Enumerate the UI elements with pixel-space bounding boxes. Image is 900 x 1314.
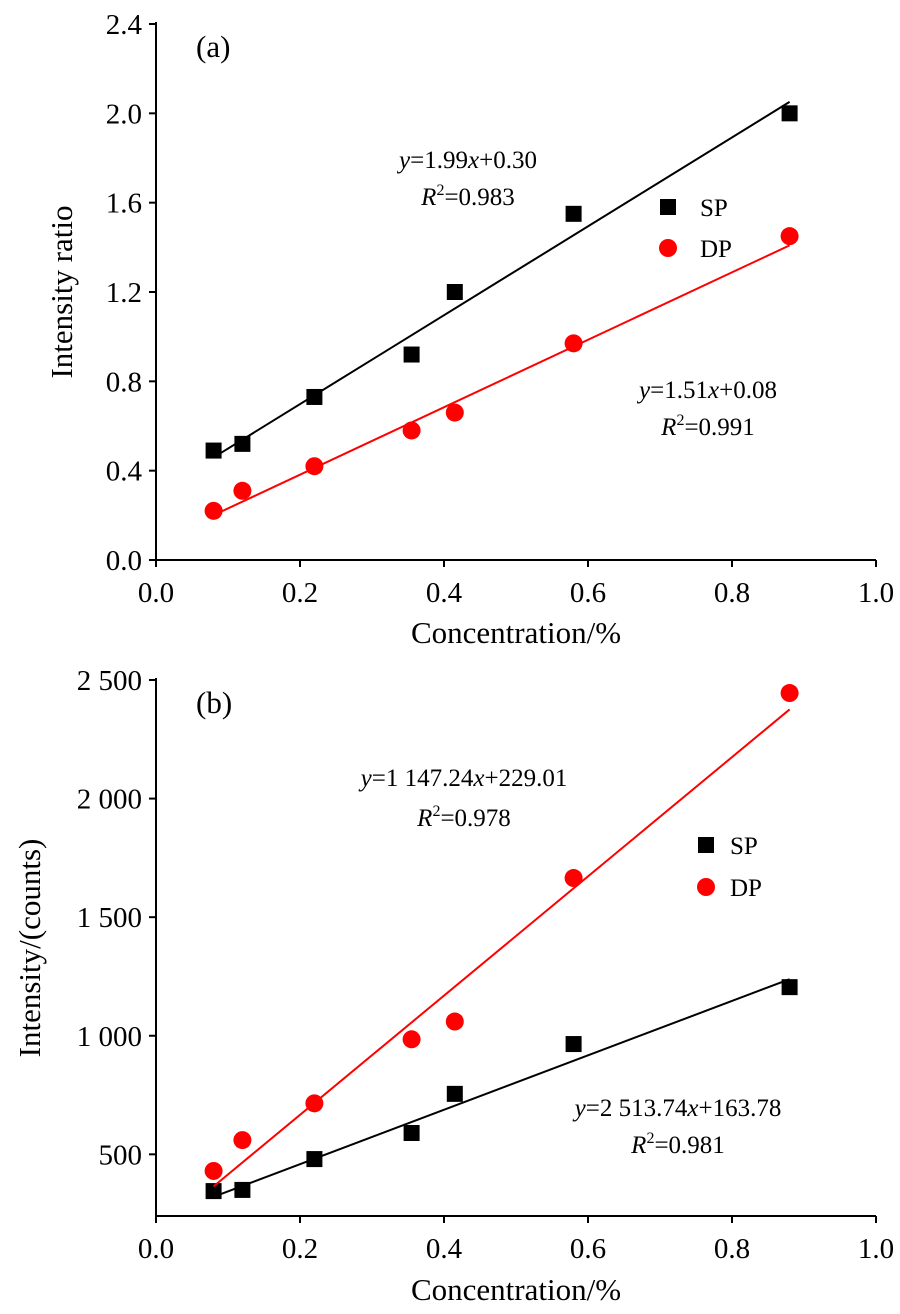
legend-marker-sp [698, 837, 714, 853]
data-point-dp [564, 334, 583, 353]
y-tick-label: 0.8 [106, 366, 142, 398]
x-tick-label: 0.2 [282, 577, 318, 609]
data-point-dp [780, 684, 799, 703]
y-tick-label: 2 000 [77, 784, 142, 816]
y-axis-title: Intensity ratio [44, 205, 79, 378]
data-point-sp [403, 1124, 420, 1141]
chart-panel-a: 0.0 0.2 0.4 0.6 0.8 1.0 0.0 0.4 0.8 1.2 1.6 2.0 2.4 C… [44, 9, 894, 650]
fit-r2-dp: R2=0.991 [660, 412, 755, 441]
fit-equation-sp: y=1 147.24x+229.01 [358, 765, 568, 792]
fit-equation-dp: y=1.51x+0.08 [636, 377, 777, 404]
chart-panel-b: 0.0 0.2 0.4 0.6 0.8 1.0 500 1 000 1 500 2 000 2 50… [12, 665, 894, 1307]
x-tick-label: 0.8 [714, 577, 750, 609]
data-point-dp [780, 227, 799, 246]
x-axis-title: Concentration/% [411, 615, 621, 650]
x-tick-label: 1.0 [858, 577, 894, 609]
data-point-sp [781, 979, 798, 996]
y-tick-label: 0.0 [106, 545, 142, 577]
fit-r2-sp: R2=0.983 [420, 182, 515, 211]
data-point-dp [204, 501, 223, 520]
data-point-sp [234, 435, 251, 452]
legend-marker-dp [697, 878, 715, 896]
data-point-dp [204, 1161, 223, 1180]
y-tick-label: 500 [99, 1139, 143, 1171]
legend-label-dp: DP [730, 875, 762, 902]
x-tick-label: 0.6 [570, 577, 606, 609]
y-tick-label: 1.6 [106, 188, 142, 220]
data-point-sp [306, 1151, 323, 1168]
legend-label-sp: SP [700, 195, 728, 222]
y-tick-label: 0.4 [106, 456, 143, 488]
fit-r2-sp: R2=0.978 [416, 803, 511, 832]
data-point-dp [445, 1012, 464, 1031]
x-tick-label: 0.4 [426, 577, 463, 609]
series-sp [205, 101, 798, 459]
data-point-sp [781, 105, 798, 122]
x-tick-label: 0.2 [282, 1233, 318, 1265]
legend-label-dp: DP [700, 236, 732, 263]
data-point-sp [205, 1183, 222, 1200]
data-point-sp [403, 346, 420, 363]
data-point-sp [446, 1085, 463, 1102]
series-sp [205, 978, 798, 1200]
data-point-dp [305, 1094, 324, 1113]
data-point-dp [305, 457, 324, 476]
fit-line-sp [213, 978, 790, 1198]
data-point-sp [306, 388, 323, 405]
y-tick-label: 2.0 [106, 98, 142, 130]
series-dp [204, 684, 799, 1188]
y-tick-label: 1 500 [77, 902, 142, 934]
data-point-sp [565, 1036, 582, 1053]
data-point-dp [402, 421, 421, 440]
x-tick-label: 1.0 [858, 1233, 894, 1265]
x-axis-title: Concentration/% [411, 1272, 621, 1307]
panel-label: (b) [196, 685, 232, 720]
fit-r2-dp: R2=0.981 [630, 1130, 725, 1159]
y-tick-label: 1 000 [77, 1021, 142, 1053]
y-tick-label: 2 500 [77, 665, 142, 697]
x-tick-label: 0.8 [714, 1233, 750, 1265]
data-point-dp [564, 869, 583, 888]
fit-equation-dp: y=2 513.74x+163.78 [572, 1095, 782, 1122]
series-dp [204, 227, 799, 520]
y-axis-title: Intensity/(counts) [12, 839, 47, 1058]
legend-marker-sp [660, 199, 676, 215]
data-point-dp [402, 1030, 421, 1049]
x-tick-label: 0.0 [138, 1233, 174, 1265]
x-tick-label: 0.0 [138, 577, 174, 609]
data-point-dp [445, 403, 464, 422]
data-point-sp [205, 442, 222, 459]
data-point-sp [565, 205, 582, 222]
data-point-sp [234, 1181, 251, 1198]
legend-marker-dp [659, 239, 677, 257]
data-point-sp [446, 284, 463, 300]
x-tick-label: 0.4 [426, 1233, 463, 1265]
data-point-dp [233, 1131, 252, 1150]
legend-label-sp: SP [730, 833, 758, 860]
fit-equation-sp: y=1.99x+0.30 [396, 147, 537, 174]
y-tick-label: 2.4 [106, 9, 143, 41]
data-point-dp [233, 481, 252, 500]
x-tick-label: 0.6 [570, 1233, 606, 1265]
panel-label: (a) [196, 29, 230, 64]
y-tick-label: 1.2 [106, 277, 142, 309]
